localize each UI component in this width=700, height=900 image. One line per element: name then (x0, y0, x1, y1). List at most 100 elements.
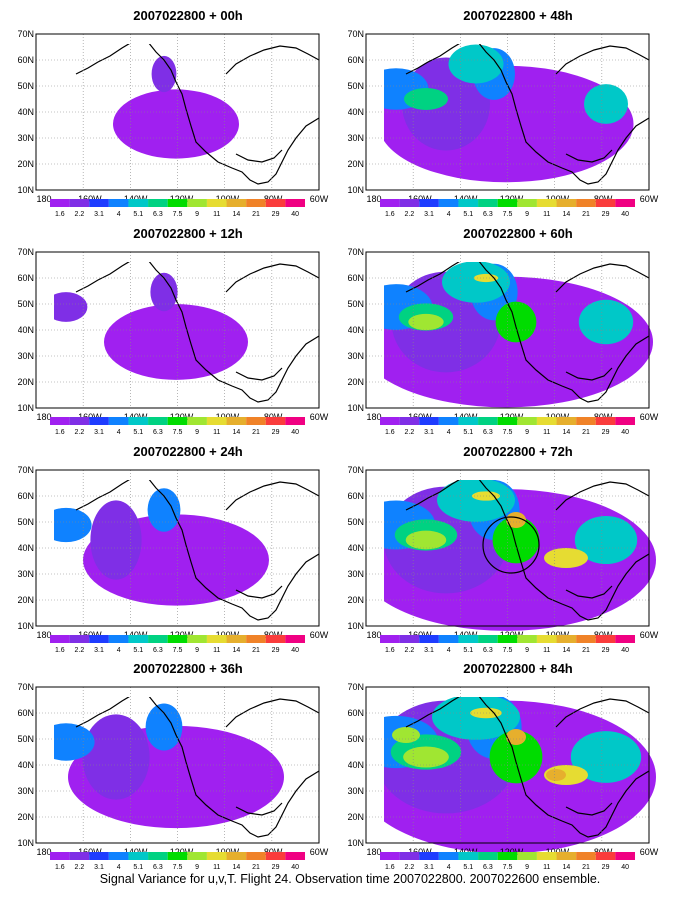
colorbar-label: 11 (213, 864, 220, 871)
map-plot: 70N60N50N40N30N20N10N180160W140W120W100W… (348, 682, 659, 871)
colorbar-label: 1.6 (55, 647, 65, 654)
colorbar-label: 21 (252, 429, 260, 436)
lat-label: 50N (348, 299, 364, 309)
colorbar-swatch (69, 852, 90, 860)
colorbar-label: 9 (195, 429, 199, 436)
colorbar-label: 14 (562, 647, 570, 654)
lat-label: 70N (348, 29, 364, 39)
colorbar-label: 29 (272, 211, 280, 218)
colorbar-label: 21 (252, 211, 260, 218)
field-level (578, 299, 634, 345)
colorbar-swatch (595, 199, 616, 207)
panel-title: 2007022800 + 48h (463, 8, 573, 23)
coastline (478, 44, 650, 185)
colorbar-swatch (246, 852, 266, 860)
field-level (54, 507, 92, 543)
colorbar-swatch (615, 852, 635, 860)
colorbar-label: 4 (117, 211, 121, 218)
colorbar-swatch (148, 417, 168, 425)
map-panel-72h: 2007022800 + 72h 70N 60N 50N 40N 30N 20N 10N 180… (348, 440, 688, 658)
coastline (148, 262, 320, 403)
field-level (492, 516, 540, 564)
colorbar-label: 2.2 (75, 647, 85, 654)
lat-label: 20N (348, 159, 364, 169)
lat-label: 60N (348, 273, 364, 283)
colorbar-swatch (517, 852, 537, 860)
lat-label: 70N (18, 247, 34, 257)
colorbar-swatch (108, 852, 129, 860)
colorbar-label: 1.6 (385, 429, 395, 436)
field-level (54, 292, 88, 322)
colorbar-label: 29 (272, 864, 280, 871)
colorbar-label: 6.3 (483, 429, 493, 436)
colorbar-swatch (108, 199, 129, 207)
colorbar-label: 5.1 (463, 429, 473, 436)
colorbar-label: 7.5 (173, 429, 183, 436)
colorbar-swatch (285, 199, 305, 207)
coastline (555, 698, 650, 728)
coastline (75, 480, 130, 511)
lat-label: 20N (348, 377, 364, 387)
colorbar-swatch (458, 417, 479, 425)
lat-label: 20N (348, 595, 364, 605)
map-plot: 70N60N50N40N30N20N10N180160W140W120W100W… (18, 682, 329, 871)
colorbar-label: 11 (213, 647, 220, 654)
coastline (75, 262, 130, 293)
colorbar-swatch (148, 852, 168, 860)
lon-label: 60W (640, 847, 659, 857)
field-level (147, 488, 181, 532)
colorbar-swatch (128, 199, 149, 207)
colorbar-label: 1.6 (385, 647, 395, 654)
colorbar-swatch (536, 852, 557, 860)
colorbar-label: 6.3 (153, 211, 163, 218)
lon-label: 60W (310, 847, 329, 857)
lat-label: 20N (18, 812, 34, 822)
colorbar-swatch (187, 417, 207, 425)
map-frame (35, 469, 320, 627)
colorbar-label: 40 (291, 211, 299, 218)
colorbar-label: 7.5 (503, 864, 513, 871)
lon-label: 180 (36, 194, 51, 204)
colorbar-swatch (497, 635, 518, 643)
colorbar-label: 7.5 (503, 647, 513, 654)
map-plot: 70N60N50N40N30N20N10N180160W140W120W100W… (18, 465, 329, 654)
figure-caption: Signal Variance for u,v,T. Flight 24. Ob… (99, 872, 601, 886)
colorbar-swatch (69, 417, 90, 425)
colorbar-label: 5.1 (133, 211, 143, 218)
colorbar-swatch (438, 417, 459, 425)
colorbar-label: 2.2 (405, 211, 415, 218)
colorbar-label: 14 (562, 429, 570, 436)
field-level (404, 88, 448, 110)
colorbar-label: 9 (195, 647, 199, 654)
lat-label: 10N (348, 621, 364, 631)
map-panel-84h: 2007022800 + 84h 70N 60N 50N 40N 30N 20N 10N 180… (348, 657, 688, 875)
colorbar-label: 21 (582, 864, 590, 871)
map-frame (365, 251, 650, 409)
map-panel-00h: 2007022800 + 00h 70N 60N 50N 40N 30N 20N 10N 180… (18, 4, 358, 222)
lat-label: 60N (348, 55, 364, 65)
colorbar-swatch (89, 417, 109, 425)
colorbar-swatch (206, 852, 227, 860)
field-level (495, 301, 537, 343)
colorbar-label: 3.1 (424, 211, 434, 218)
lat-label: 30N (348, 133, 364, 143)
colorbar-swatch (419, 199, 439, 207)
lat-label: 40N (18, 325, 34, 335)
lon-label: 180 (366, 412, 381, 422)
colorbar-swatch (187, 852, 207, 860)
colorbar-swatch (167, 417, 188, 425)
lon-label: 180 (366, 847, 381, 857)
map-plot: 70N60N50N40N30N20N10N180160W140W120W100W… (18, 247, 329, 436)
colorbar-label: 14 (562, 864, 570, 871)
lat-label: 50N (18, 81, 34, 91)
field-level (54, 723, 95, 761)
coastline (565, 585, 613, 599)
lat-label: 20N (348, 812, 364, 822)
lat-label: 10N (18, 838, 34, 848)
colorbar-label: 4 (117, 429, 121, 436)
colorbar-swatch (380, 417, 400, 425)
lat-label: 10N (18, 185, 34, 195)
colorbar-label: 5.1 (133, 864, 143, 871)
coastline (405, 44, 460, 75)
coastline (565, 149, 613, 163)
